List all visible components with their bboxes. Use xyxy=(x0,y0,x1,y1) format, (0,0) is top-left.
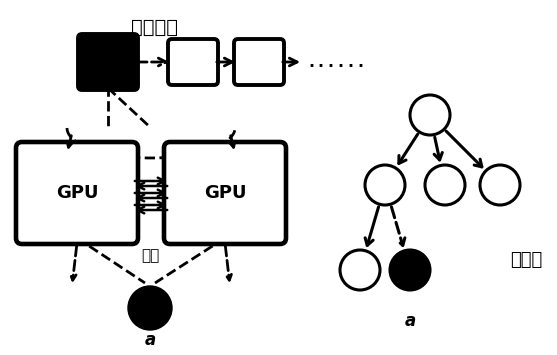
FancyBboxPatch shape xyxy=(234,39,284,85)
Text: GPU: GPU xyxy=(204,184,246,202)
Text: a: a xyxy=(404,312,416,330)
Circle shape xyxy=(340,250,380,290)
Text: 词汇树: 词汇树 xyxy=(510,251,543,269)
Circle shape xyxy=(410,95,450,135)
Circle shape xyxy=(480,165,520,205)
Text: a: a xyxy=(144,331,155,349)
FancyBboxPatch shape xyxy=(168,39,218,85)
Text: GPU: GPU xyxy=(56,184,98,202)
Text: ......: ...... xyxy=(306,53,366,71)
Circle shape xyxy=(128,286,172,330)
FancyBboxPatch shape xyxy=(16,142,138,244)
Circle shape xyxy=(390,250,430,290)
FancyBboxPatch shape xyxy=(164,142,286,244)
Circle shape xyxy=(425,165,465,205)
FancyBboxPatch shape xyxy=(78,34,138,90)
Circle shape xyxy=(365,165,405,205)
Text: 任务队列: 任务队列 xyxy=(131,18,178,37)
Text: 同步: 同步 xyxy=(141,248,159,263)
